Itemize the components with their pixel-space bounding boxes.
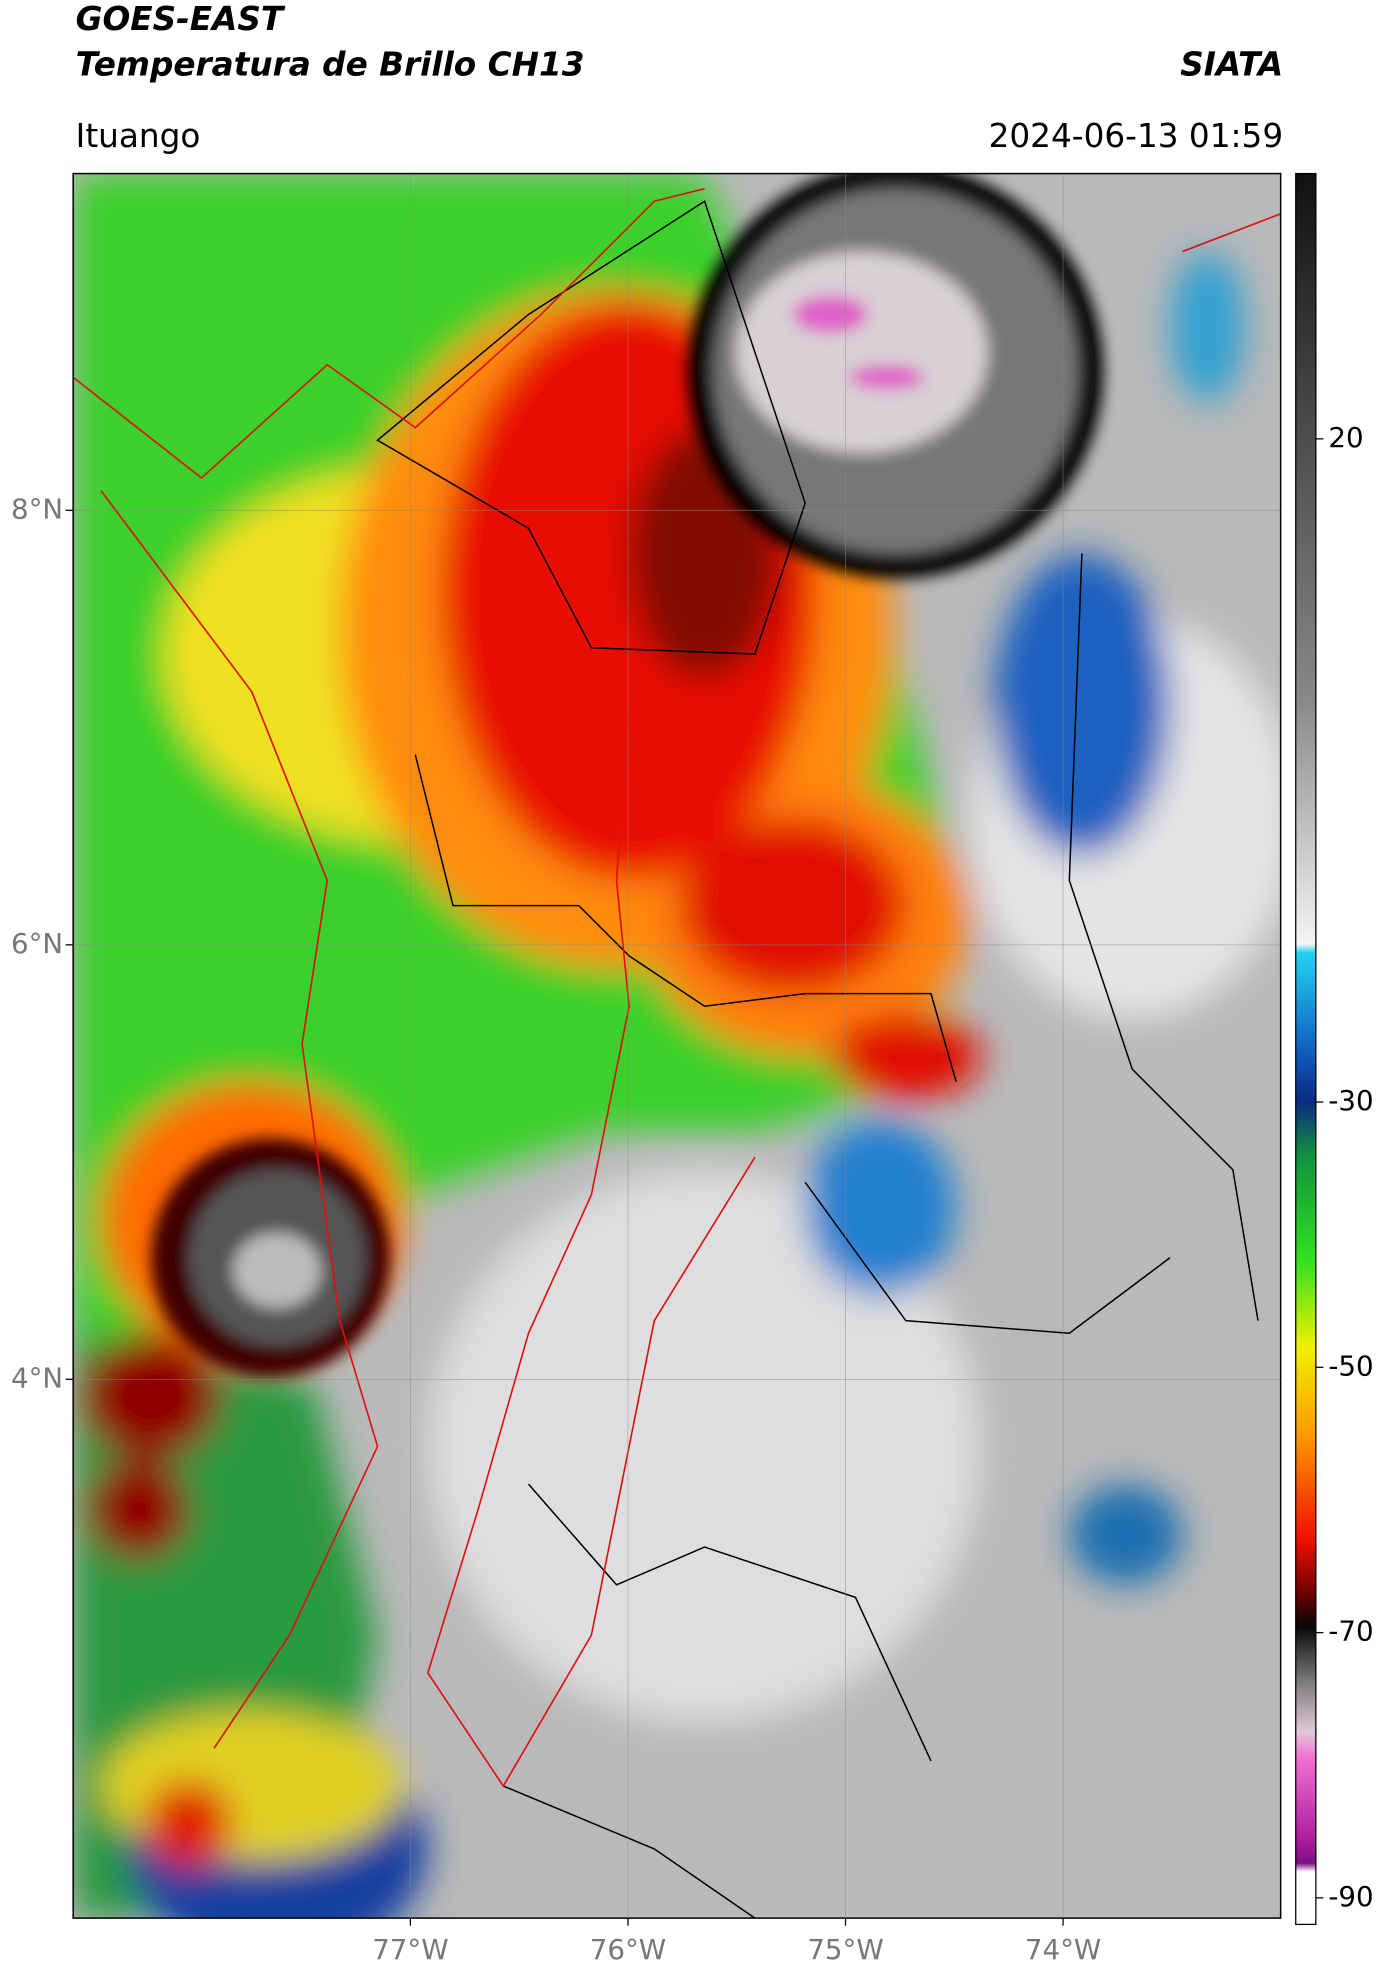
credit: SIATA <box>1180 45 1283 83</box>
y-tick-label: 6°N <box>11 927 63 960</box>
x-tick-label: 76°W <box>590 1933 666 1966</box>
x-tick-label: 77°W <box>372 1933 448 1966</box>
location: Ituango <box>76 117 201 155</box>
x-tick-label: 74°W <box>1025 1933 1101 1966</box>
colorbar-tick-label: -50 <box>1328 1349 1373 1382</box>
colorbar-tick-label: 20 <box>1328 421 1363 454</box>
colorbar-tick-label: -30 <box>1328 1084 1373 1117</box>
map-frame <box>72 172 1282 1919</box>
subtitle: Temperatura de Brillo CH13 <box>76 45 585 83</box>
timestamp: 2024-06-13 01:59 <box>989 117 1284 155</box>
y-tick-label: 8°N <box>11 492 63 525</box>
colorbar-tick-label: -90 <box>1328 1880 1373 1913</box>
imagery <box>73 173 1281 1919</box>
colorbar <box>1295 172 1317 1926</box>
x-tick-label: 75°W <box>807 1933 883 1966</box>
title: GOES-EAST <box>76 0 286 38</box>
y-tick-label: 4°N <box>11 1361 63 1394</box>
colorbar-tick-label: -70 <box>1328 1615 1373 1648</box>
